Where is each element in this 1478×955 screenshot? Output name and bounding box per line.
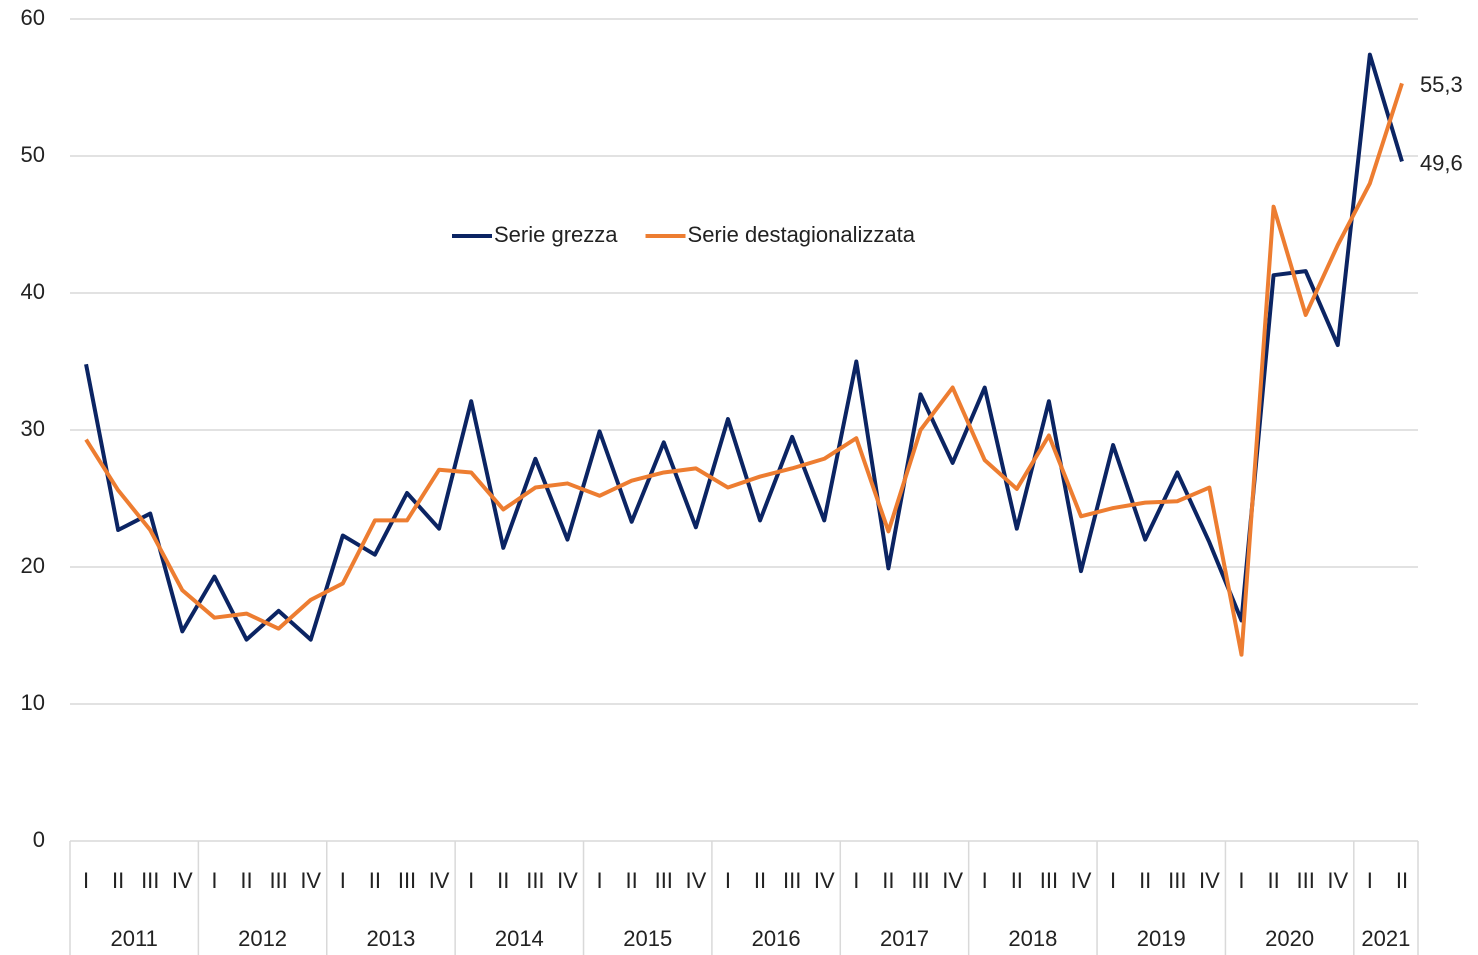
x-tick-label: IV	[814, 868, 835, 893]
year-label: 2014	[495, 926, 544, 951]
x-tick-label: I	[340, 868, 346, 893]
x-tick-label: I	[1238, 868, 1244, 893]
x-tick-label: IV	[1199, 868, 1220, 893]
year-label: 2015	[623, 926, 672, 951]
y-tick-label: 60	[21, 5, 45, 30]
year-label: 2016	[752, 926, 801, 951]
y-tick-label: 40	[21, 279, 45, 304]
series-line	[84, 52, 1404, 642]
x-tick-label: IV	[1071, 868, 1092, 893]
x-tick-label: IV	[1327, 868, 1348, 893]
x-tick-label: II	[497, 868, 509, 893]
series-line	[84, 82, 1404, 657]
x-tick-label: III	[269, 868, 287, 893]
y-tick-label: 30	[21, 416, 45, 441]
x-tick-label: I	[597, 868, 603, 893]
x-tick-label: IV	[557, 868, 578, 893]
x-tick-label: I	[725, 868, 731, 893]
y-tick-label: 20	[21, 553, 45, 578]
x-tick-label: II	[1139, 868, 1151, 893]
x-tick-label: I	[982, 868, 988, 893]
y-tick-label: 50	[21, 142, 45, 167]
x-tick-label: III	[1168, 868, 1186, 893]
x-tick-label: I	[83, 868, 89, 893]
x-tick-label: I	[853, 868, 859, 893]
x-tick-label: IV	[685, 868, 706, 893]
x-tick-label: II	[626, 868, 638, 893]
year-label: 2013	[366, 926, 415, 951]
x-tick-label: III	[526, 868, 544, 893]
legend-label: Serie grezza	[494, 222, 618, 247]
x-tick-label: II	[1267, 868, 1279, 893]
x-tick-label: III	[655, 868, 673, 893]
x-tick-label: I	[211, 868, 217, 893]
y-tick-label: 10	[21, 690, 45, 715]
x-tick-label: II	[1011, 868, 1023, 893]
x-tick-label: IV	[300, 868, 321, 893]
x-tick-label: III	[1296, 868, 1314, 893]
x-tick-label: III	[398, 868, 416, 893]
value-label: 49,6	[1420, 150, 1463, 175]
x-tick-label: I	[468, 868, 474, 893]
year-label: 2020	[1265, 926, 1314, 951]
x-tick-label: IV	[429, 868, 450, 893]
x-tick-label: II	[369, 868, 381, 893]
year-label: 2017	[880, 926, 929, 951]
x-tick-label: II	[240, 868, 252, 893]
x-tick-label: III	[141, 868, 159, 893]
year-label: 2019	[1137, 926, 1186, 951]
x-tick-label: II	[112, 868, 124, 893]
x-tick-label: II	[1396, 868, 1408, 893]
legend-label: Serie destagionalizzata	[688, 222, 916, 247]
year-label: 2011	[111, 926, 158, 951]
x-tick-label: IV	[942, 868, 963, 893]
x-tick-label: IV	[172, 868, 193, 893]
year-label: 2021	[1361, 926, 1410, 951]
year-label: 2012	[238, 926, 287, 951]
x-tick-label: II	[882, 868, 894, 893]
x-tick-label: III	[783, 868, 801, 893]
year-label: 2018	[1008, 926, 1057, 951]
x-tick-label: I	[1367, 868, 1373, 893]
y-tick-label: 0	[33, 827, 45, 852]
x-tick-label: III	[1040, 868, 1058, 893]
value-label: 55,3	[1420, 72, 1463, 97]
x-tick-label: III	[911, 868, 929, 893]
x-tick-label: I	[1110, 868, 1116, 893]
x-tick-label: II	[754, 868, 766, 893]
